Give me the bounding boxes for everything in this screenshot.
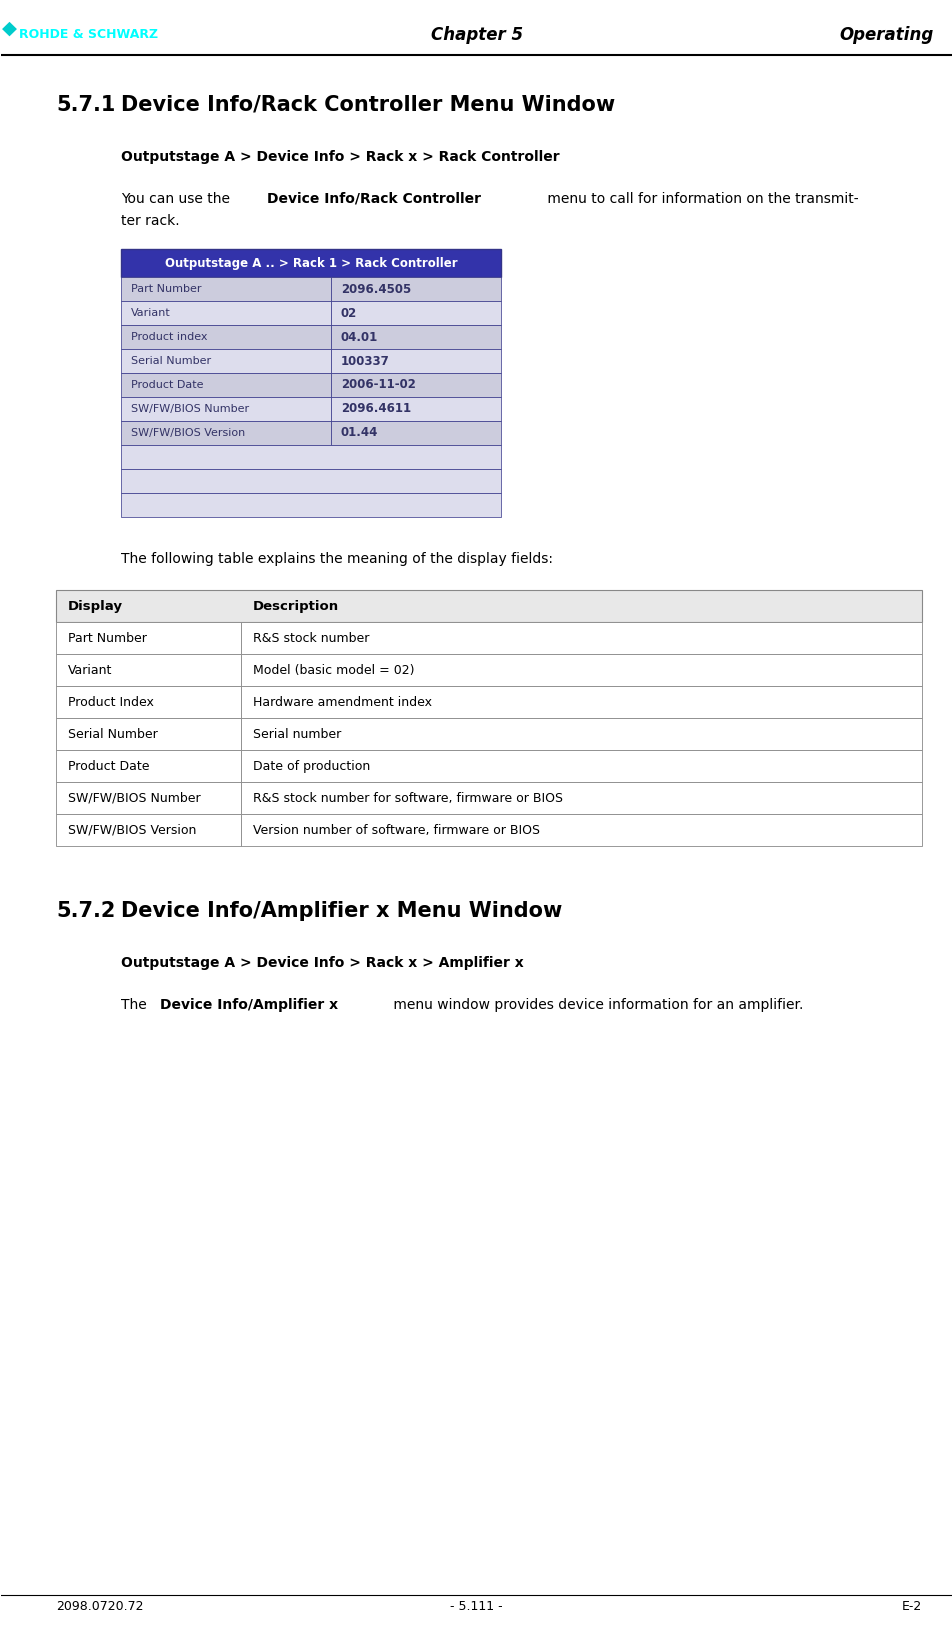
Bar xyxy=(331,301,501,326)
Text: menu window provides device information for an amplifier.: menu window provides device information … xyxy=(389,999,803,1012)
Text: The following table explains the meaning of the display fields:: The following table explains the meaning… xyxy=(121,552,553,565)
Text: E-2: E-2 xyxy=(902,1601,922,1613)
Text: 5.7.2: 5.7.2 xyxy=(56,901,115,920)
Text: R&S stock number for software, firmware or BIOS: R&S stock number for software, firmware … xyxy=(253,792,563,805)
Text: ◆: ◆ xyxy=(2,18,17,37)
Bar xyxy=(241,814,922,845)
Text: Part Number: Part Number xyxy=(69,632,147,645)
Text: Product Index: Product Index xyxy=(69,696,154,709)
Bar xyxy=(331,420,501,445)
Bar xyxy=(121,420,331,445)
Text: Variant: Variant xyxy=(69,663,112,676)
Text: Date of production: Date of production xyxy=(253,759,370,772)
Text: - 5.111 -: - 5.111 - xyxy=(450,1601,503,1613)
Bar xyxy=(56,686,241,718)
Text: 01.44: 01.44 xyxy=(341,427,378,440)
Text: SW/FW/BIOS Version: SW/FW/BIOS Version xyxy=(69,824,196,837)
Text: Description: Description xyxy=(253,599,339,613)
Text: Display: Display xyxy=(69,599,123,613)
Text: Product Date: Product Date xyxy=(131,380,204,389)
Bar xyxy=(331,397,501,420)
Bar xyxy=(56,814,241,845)
Text: Device Info/Rack Controller Menu Window: Device Info/Rack Controller Menu Window xyxy=(121,94,615,116)
Bar xyxy=(121,277,331,301)
Text: You can use the: You can use the xyxy=(121,192,234,205)
Text: 04.01: 04.01 xyxy=(341,331,378,344)
Bar xyxy=(121,249,501,277)
Bar xyxy=(56,653,241,686)
Text: Model (basic model = 02): Model (basic model = 02) xyxy=(253,663,414,676)
Bar xyxy=(121,397,331,420)
Bar xyxy=(121,494,501,516)
Text: Serial Number: Serial Number xyxy=(131,357,211,367)
Bar xyxy=(56,622,241,653)
Text: Variant: Variant xyxy=(131,308,170,318)
Text: Chapter 5: Chapter 5 xyxy=(430,26,523,44)
Bar xyxy=(331,326,501,349)
Bar xyxy=(241,749,922,782)
Bar xyxy=(331,277,501,301)
Bar xyxy=(331,373,501,397)
Bar xyxy=(56,590,922,622)
Text: Outputstage A > Device Info > Rack x > Rack Controller: Outputstage A > Device Info > Rack x > R… xyxy=(121,150,560,165)
Text: Outputstage A > Device Info > Rack x > Amplifier x: Outputstage A > Device Info > Rack x > A… xyxy=(121,956,524,969)
Text: Product Date: Product Date xyxy=(69,759,149,772)
Bar xyxy=(241,622,922,653)
Text: menu to call for information on the transmit-: menu to call for information on the tran… xyxy=(543,192,859,205)
Text: SW/FW/BIOS Number: SW/FW/BIOS Number xyxy=(69,792,201,805)
Bar xyxy=(121,301,331,326)
Text: The: The xyxy=(121,999,151,1012)
Bar xyxy=(121,373,331,397)
Text: Device Info/Amplifier x: Device Info/Amplifier x xyxy=(160,999,338,1012)
Bar xyxy=(56,782,241,814)
Text: 5.7.1: 5.7.1 xyxy=(56,94,115,116)
Bar xyxy=(241,718,922,749)
Text: Operating: Operating xyxy=(840,26,934,44)
Text: 100337: 100337 xyxy=(341,355,389,368)
Text: SW/FW/BIOS Version: SW/FW/BIOS Version xyxy=(131,428,246,438)
Bar xyxy=(241,653,922,686)
Text: Device Info/Amplifier x Menu Window: Device Info/Amplifier x Menu Window xyxy=(121,901,563,920)
Bar xyxy=(121,445,501,469)
Bar xyxy=(121,326,331,349)
Text: Product index: Product index xyxy=(131,332,208,342)
Text: 02: 02 xyxy=(341,306,357,319)
Bar xyxy=(56,749,241,782)
Text: 2096.4611: 2096.4611 xyxy=(341,402,411,415)
Text: Version number of software, firmware or BIOS: Version number of software, firmware or … xyxy=(253,824,540,837)
Text: Device Info/Rack Controller: Device Info/Rack Controller xyxy=(268,192,481,205)
Text: SW/FW/BIOS Number: SW/FW/BIOS Number xyxy=(131,404,249,414)
Text: Serial number: Serial number xyxy=(253,728,341,741)
Text: 2098.0720.72: 2098.0720.72 xyxy=(56,1601,144,1613)
Bar xyxy=(56,718,241,749)
Bar xyxy=(241,782,922,814)
Text: Hardware amendment index: Hardware amendment index xyxy=(253,696,432,709)
Text: ter rack.: ter rack. xyxy=(121,213,180,228)
Text: 2006-11-02: 2006-11-02 xyxy=(341,378,416,391)
Text: Part Number: Part Number xyxy=(131,283,202,293)
Text: R&S stock number: R&S stock number xyxy=(253,632,369,645)
Bar xyxy=(121,469,501,494)
Bar xyxy=(331,349,501,373)
Text: ROHDE & SCHWARZ: ROHDE & SCHWARZ xyxy=(19,28,158,41)
Bar xyxy=(121,349,331,373)
Text: 2096.4505: 2096.4505 xyxy=(341,282,411,295)
Text: Serial Number: Serial Number xyxy=(69,728,158,741)
Bar xyxy=(241,686,922,718)
Text: Outputstage A .. > Rack 1 > Rack Controller: Outputstage A .. > Rack 1 > Rack Control… xyxy=(165,256,457,269)
